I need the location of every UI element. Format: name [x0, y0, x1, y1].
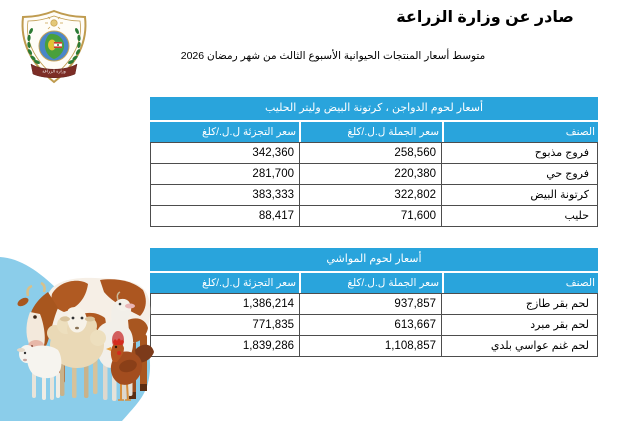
wholesale-price-cell: 220,380 [300, 164, 442, 184]
header-retail-column: سعر التجزئة ل.ل./كلغ [150, 273, 299, 293]
retail-price-cell: 771,835 [151, 315, 300, 335]
sheep-illustration [47, 307, 106, 398]
page-title: صادر عن وزارة الزراعة [396, 9, 574, 26]
ministry-logo: وزارة الزراعة [12, 8, 96, 86]
table-row: 1,839,286 1,108,857 لحم غنم عواسي بلدي [151, 336, 597, 356]
wholesale-price-cell: 71,600 [300, 206, 442, 226]
header-item-column: الصنف [444, 273, 598, 293]
farm-animals-illustration [0, 257, 154, 421]
table-body: 1,386,214 937,857 لحم بقر طازج 771,835 6… [150, 293, 598, 357]
item-name-cell: كرتونة البيض [530, 189, 589, 201]
laurel-wreath-icon [27, 28, 81, 64]
header-item-column: الصنف [444, 122, 598, 142]
lamb-illustration [17, 345, 62, 400]
retail-price-cell: 281,700 [151, 164, 300, 184]
farm-animals-scene [0, 250, 165, 421]
wholesale-price-cell: 258,560 [300, 143, 442, 163]
item-name-cell: فروج حي [546, 168, 589, 180]
banner-text: وزارة الزراعة [42, 69, 65, 74]
item-name-cell: لحم بقر مبرد [530, 319, 589, 331]
table-row: 771,835 613,667 لحم بقر مبرد [151, 315, 597, 336]
wholesale-price-cell: 937,857 [300, 294, 442, 314]
table-row: 88,417 71,600 حليب [151, 206, 597, 226]
table-row: 1,386,214 937,857 لحم بقر طازج [151, 294, 597, 315]
table-header-row: سعر التجزئة ل.ل./كلغ سعر الجملة ل.ل./كلغ… [150, 122, 598, 142]
flag-icon [53, 41, 63, 49]
item-name-cell: لحم غنم عواسي بلدي [490, 340, 589, 352]
retail-price-cell: 342,360 [151, 143, 300, 163]
table-row: 342,360 258,560 فروج مذبوح [151, 143, 597, 164]
item-name-cell: حليب [564, 210, 589, 222]
header-wholesale-column: سعر الجملة ل.ل./كلغ [301, 273, 442, 293]
retail-price-cell: 1,386,214 [151, 294, 300, 314]
table-body: 342,360 258,560 فروج مذبوح 281,700 220,3… [150, 142, 598, 227]
page-subtitle: متوسط أسعار المنتجات الحيوانية الأسبوع ا… [180, 50, 486, 62]
retail-price-cell: 88,417 [151, 206, 300, 226]
wholesale-price-cell: 613,667 [300, 315, 442, 335]
table-header-row: سعر التجزئة ل.ل./كلغ سعر الجملة ل.ل./كلغ… [150, 273, 598, 293]
table-title: أسعار لحوم المواشي [150, 248, 598, 271]
item-name-cell: فروج مذبوح [534, 147, 589, 159]
poultry-prices-table: أسعار لحوم الدواجن ، كرتونة البيض وليتر … [150, 97, 598, 227]
wholesale-price-cell: 1,108,857 [300, 336, 442, 356]
retail-price-cell: 1,839,286 [151, 336, 300, 356]
hen-illustration [106, 338, 154, 401]
livestock-prices-table: أسعار لحوم المواشي سعر التجزئة ل.ل./كلغ … [150, 248, 598, 357]
wholesale-price-cell: 322,802 [300, 185, 442, 205]
header-retail-column: سعر التجزئة ل.ل./كلغ [150, 122, 299, 142]
banner-ribbon [30, 63, 78, 78]
sun-icon [45, 16, 63, 30]
retail-price-cell: 383,333 [151, 185, 300, 205]
table-row: 383,333 322,802 كرتونة البيض [151, 185, 597, 206]
item-name-cell: لحم بقر طازج [525, 298, 589, 310]
header-wholesale-column: سعر الجملة ل.ل./كلغ [301, 122, 442, 142]
ministry-of-agriculture-emblem-icon: وزارة الزراعة [21, 9, 87, 84]
table-row: 281,700 220,380 فروج حي [151, 164, 597, 185]
table-title: أسعار لحوم الدواجن ، كرتونة البيض وليتر … [150, 97, 598, 120]
